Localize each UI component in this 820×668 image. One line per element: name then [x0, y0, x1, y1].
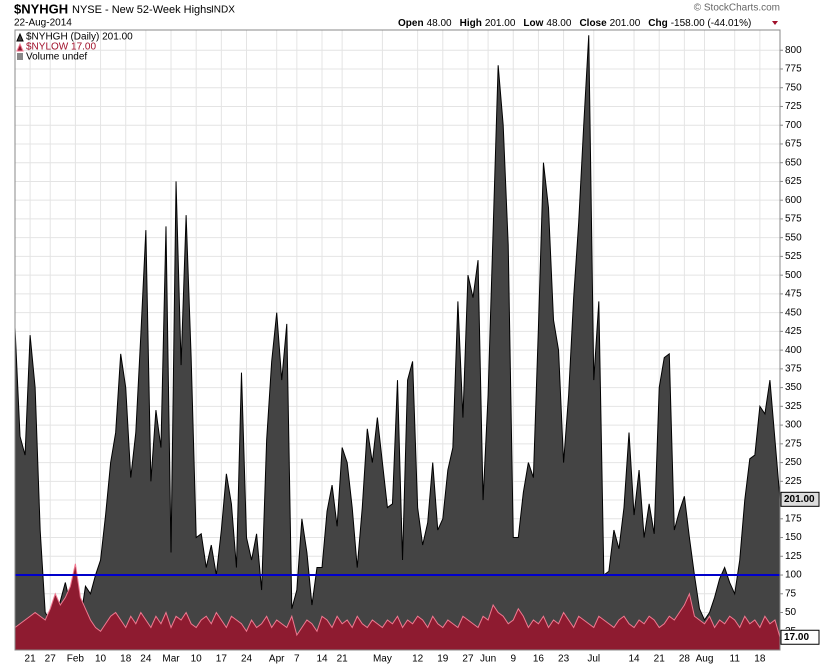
- x-tick-label: 24: [241, 654, 253, 665]
- x-tick-label: May: [373, 654, 392, 665]
- last-value-label: 17.00: [784, 632, 809, 643]
- y-tick-label: 375: [785, 364, 802, 375]
- quote-label: High: [460, 18, 482, 29]
- area-line: [14, 563, 781, 638]
- x-tick-label: 17: [216, 654, 228, 665]
- volume-swatch: [17, 53, 23, 60]
- exchange: INDX: [211, 5, 235, 16]
- quote-value: 201.00: [610, 18, 641, 29]
- description: NYSE - New 52-Week Highs: [72, 4, 212, 16]
- x-tick-label: 7: [294, 654, 300, 665]
- y-tick-label: 725: [785, 101, 802, 112]
- x-tick-label: 10: [191, 654, 203, 665]
- y-tick-label: 75: [785, 588, 797, 599]
- legend-label: $NYHGH (Daily) 201.00: [26, 32, 133, 43]
- date: 22-Aug-2014: [14, 18, 72, 29]
- last-value-box: [780, 629, 820, 645]
- x-tick-label: 27: [462, 654, 474, 665]
- y-tick-label: 550: [785, 232, 802, 243]
- plot-frame: [14, 29, 781, 651]
- x-tick-label: 18: [754, 654, 766, 665]
- last-value-label: 201.00: [784, 494, 815, 505]
- quote: Open 48.00 High 201.00 Low 48.00 Close 201.00 Ch…: [398, 18, 751, 29]
- y-tick-label: 625: [785, 176, 802, 187]
- x-tick-label: 28: [679, 654, 691, 665]
- quote-value: 48.00: [546, 18, 571, 29]
- change-arrow: [772, 21, 778, 25]
- last-value-box: [780, 491, 820, 507]
- y-tick-label: 600: [785, 195, 802, 206]
- y-tick-label: 450: [785, 307, 802, 318]
- y-tick-label: 250: [785, 457, 802, 468]
- x-tick-label: 12: [412, 654, 424, 665]
- y-tick-label: 475: [785, 289, 802, 300]
- area: [15, 563, 780, 650]
- x-tick-label: 19: [437, 654, 449, 665]
- y-tick-label: 575: [785, 214, 802, 225]
- y-tick-label: 100: [785, 570, 802, 581]
- y-tick-label: 775: [785, 64, 802, 75]
- y-tick-label: 525: [785, 251, 802, 262]
- x-tick-label: 11: [730, 654, 741, 665]
- x-tick-label: 14: [316, 654, 328, 665]
- x-tick-label: 16: [533, 654, 545, 665]
- y-tick-label: 675: [785, 139, 802, 150]
- legend-swatch: [16, 42, 24, 52]
- y-tick-label: 125: [785, 551, 802, 562]
- y-tick-label: 750: [785, 82, 802, 93]
- x-tick-label: 9: [510, 654, 516, 665]
- y-tick-label: 500: [785, 270, 802, 281]
- area-line: [14, 35, 781, 625]
- quote-label: Chg: [648, 18, 667, 29]
- x-tick-label: 23: [558, 654, 570, 665]
- y-tick-label: 325: [785, 401, 802, 412]
- x-tick-label: 10: [95, 654, 107, 665]
- quote-label: Low: [523, 18, 543, 29]
- x-tick-label: 21: [25, 654, 37, 665]
- quote-label: Open: [398, 18, 424, 29]
- x-tick-label: 21: [337, 654, 349, 665]
- x-tick-label: 24: [140, 654, 152, 665]
- area: [15, 35, 780, 650]
- x-tick-label: 18: [120, 654, 132, 665]
- x-tick-label: Apr: [269, 654, 285, 665]
- quote-label: Close: [579, 18, 607, 29]
- y-tick-label: 225: [785, 476, 802, 487]
- x-tick-label: 21: [654, 654, 666, 665]
- x-tick-label: 27: [45, 654, 57, 665]
- y-tick-label: 700: [785, 120, 802, 131]
- legend-swatch: [16, 32, 24, 42]
- x-tick-label: Aug: [696, 654, 714, 665]
- y-tick-label: 350: [785, 382, 802, 393]
- y-tick-label: 300: [785, 420, 802, 431]
- y-tick-label: 425: [785, 326, 802, 337]
- x-tick-label: Feb: [67, 654, 85, 665]
- x-tick-label: 14: [628, 654, 640, 665]
- quote-value: 48.00: [427, 18, 452, 29]
- volume-legend: Volume undef: [26, 52, 87, 63]
- copyright: © StockCharts.com: [694, 3, 780, 14]
- quote-value: 201.00: [485, 18, 516, 29]
- symbol: $NYHGH: [14, 1, 68, 16]
- y-tick-label: 175: [785, 513, 802, 524]
- y-tick-label: 50: [785, 607, 797, 618]
- x-tick-label: Jun: [480, 654, 496, 665]
- x-tick-label: Mar: [162, 654, 180, 665]
- y-tick-label: 650: [785, 157, 802, 168]
- y-tick-label: 400: [785, 345, 802, 356]
- quote-value: -158.00 (-44.01%): [671, 18, 752, 29]
- x-tick-label: Jul: [587, 654, 600, 665]
- y-tick-label: 800: [785, 45, 802, 56]
- legend-label: $NYLOW 17.00: [26, 42, 96, 53]
- y-tick-label: 150: [785, 532, 802, 543]
- y-tick-label: 275: [785, 438, 802, 449]
